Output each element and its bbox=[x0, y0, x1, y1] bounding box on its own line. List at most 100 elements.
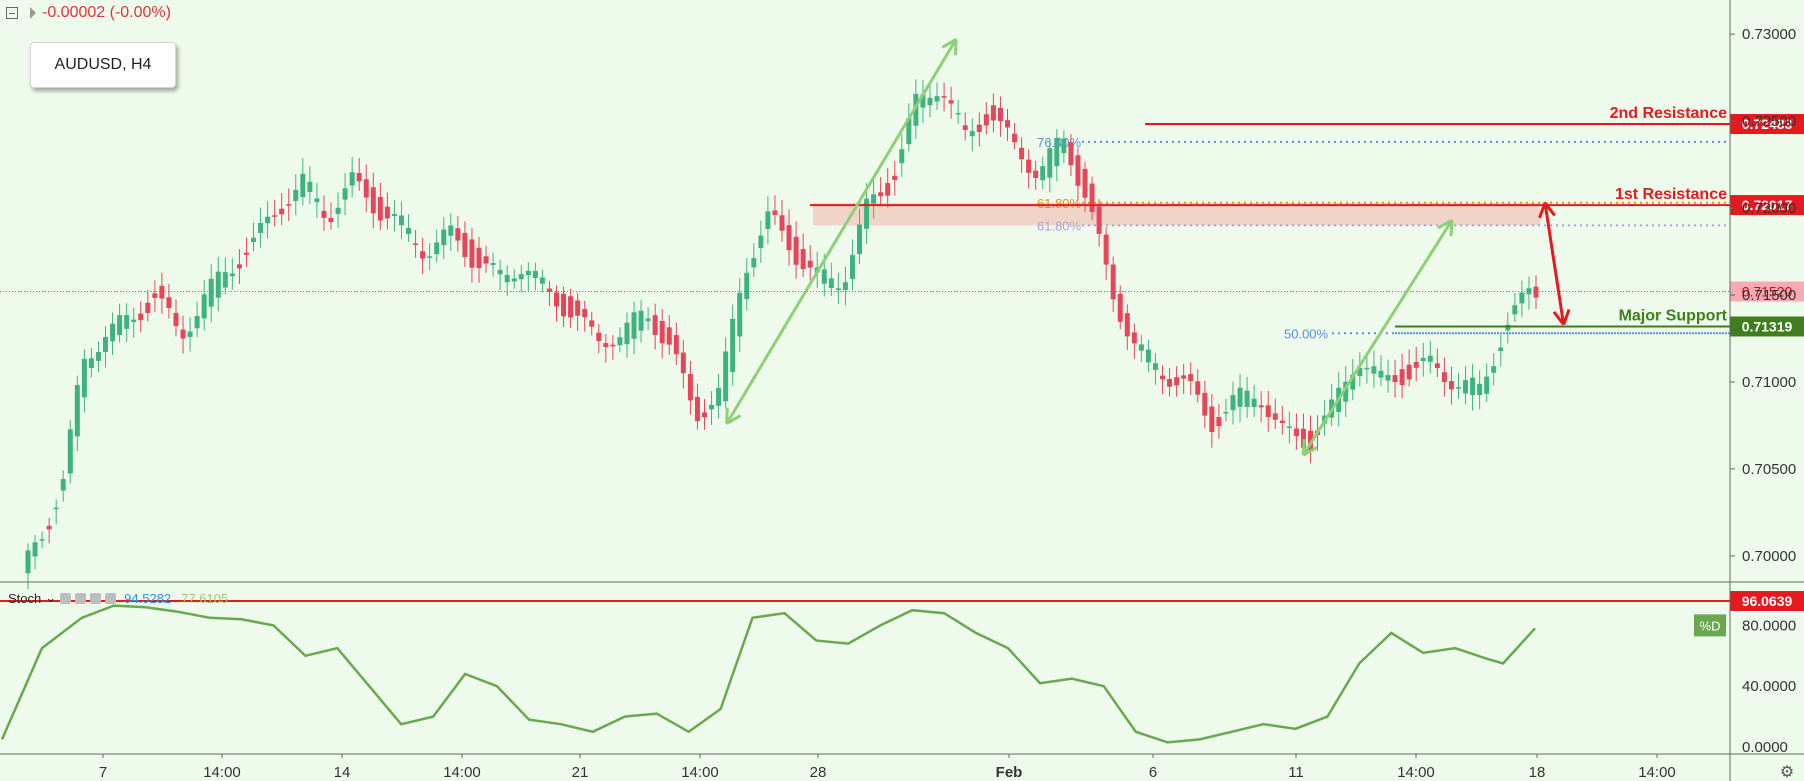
candle-body bbox=[532, 270, 538, 279]
candle-body bbox=[1160, 375, 1166, 380]
candle-body bbox=[25, 550, 31, 574]
time-tick-label: 14 bbox=[334, 764, 351, 781]
level-price-tag bbox=[1730, 195, 1804, 216]
candle-body bbox=[1174, 377, 1180, 386]
candle-body bbox=[1117, 293, 1123, 322]
candle-body bbox=[1371, 366, 1377, 374]
candle-body bbox=[201, 294, 207, 319]
candle-body bbox=[786, 225, 792, 251]
price-tick-label: 0.72500 bbox=[1742, 113, 1796, 130]
stoch-name[interactable]: Stoch bbox=[8, 590, 42, 606]
candle-body bbox=[934, 96, 940, 102]
candle-body bbox=[1434, 363, 1440, 369]
close-icon[interactable] bbox=[105, 592, 117, 604]
candle-body bbox=[511, 278, 517, 282]
candle-body bbox=[208, 278, 214, 307]
stoch-level-text: 96.0639 bbox=[1742, 593, 1793, 609]
candle-body bbox=[1512, 305, 1518, 315]
stoch-header: Stoch ⌄ 94.5282 77.6105 bbox=[8, 590, 228, 606]
candle-body bbox=[88, 358, 94, 369]
candle-body bbox=[892, 175, 898, 181]
candle-body bbox=[32, 542, 38, 557]
candle-body bbox=[1138, 344, 1144, 351]
candle-body bbox=[1272, 413, 1278, 420]
candle-body bbox=[236, 264, 242, 269]
candle-body bbox=[420, 251, 426, 259]
candle-body bbox=[145, 302, 151, 313]
candle-body bbox=[969, 131, 975, 137]
candle-body bbox=[60, 479, 66, 491]
candle-body bbox=[1427, 355, 1433, 362]
candle-body bbox=[173, 312, 179, 326]
candle-body bbox=[103, 337, 109, 352]
time-tick-label: 7 bbox=[99, 764, 107, 781]
candle-body bbox=[39, 539, 45, 541]
candle-body bbox=[1463, 380, 1469, 394]
candle-body bbox=[624, 322, 630, 345]
trend-arrow bbox=[1543, 202, 1566, 325]
symbol-label: AUDUSD, H4 bbox=[54, 56, 152, 73]
stoch-d-line bbox=[0, 604, 1536, 744]
candle-body bbox=[589, 320, 595, 327]
settings-icon[interactable] bbox=[75, 592, 87, 604]
candle-body bbox=[687, 373, 693, 401]
candle-body bbox=[222, 272, 228, 288]
stoch-k-value: 94.5282 bbox=[124, 590, 172, 606]
candle-body bbox=[1286, 426, 1292, 428]
candle-body bbox=[1392, 375, 1398, 383]
candle-body bbox=[920, 94, 926, 108]
candle-body bbox=[849, 255, 855, 279]
eye-icon[interactable] bbox=[60, 592, 72, 604]
symbol-legend[interactable]: AUDUSD, H4 bbox=[30, 42, 176, 88]
candle-body bbox=[427, 256, 433, 258]
candle-body bbox=[356, 173, 362, 182]
candle-body bbox=[983, 114, 989, 126]
candle-body bbox=[582, 309, 588, 318]
candle-body bbox=[652, 315, 658, 336]
price-tick-label: 0.71000 bbox=[1742, 374, 1796, 391]
trend-arrow bbox=[725, 38, 958, 425]
trend-arrow-head bbox=[953, 39, 958, 56]
candle-body bbox=[1223, 412, 1229, 414]
price-tick-label: 0.70500 bbox=[1742, 461, 1796, 478]
candle-body bbox=[95, 351, 101, 361]
candle-body bbox=[737, 292, 743, 337]
fib-label: 61.80% bbox=[1037, 196, 1082, 211]
chevron-down-icon[interactable]: ⌄ bbox=[45, 590, 57, 605]
candle-body bbox=[363, 179, 369, 198]
candle-body bbox=[194, 315, 200, 329]
candle-body bbox=[328, 218, 334, 223]
candle-body bbox=[561, 293, 567, 317]
candle-body bbox=[342, 188, 348, 200]
candle-body bbox=[1293, 428, 1299, 437]
level-label: 2nd Resistance bbox=[1610, 105, 1727, 122]
candle-body bbox=[279, 208, 285, 215]
price-tick-label: 0.72000 bbox=[1742, 200, 1796, 217]
candle-body bbox=[229, 273, 235, 277]
candle-body bbox=[638, 310, 644, 331]
flag-icon[interactable] bbox=[30, 7, 36, 19]
candle-body bbox=[744, 272, 750, 300]
candle-body bbox=[448, 225, 454, 236]
candle-body bbox=[709, 404, 715, 410]
candle-body bbox=[645, 318, 651, 322]
candle-body bbox=[1364, 367, 1370, 370]
candle-body bbox=[117, 315, 123, 336]
trend-arrow bbox=[1301, 219, 1454, 456]
stoch-tick-label: 80.0000 bbox=[1742, 617, 1796, 634]
candle-body bbox=[716, 387, 722, 406]
collapse-icon[interactable] bbox=[6, 7, 18, 19]
trend-arrow-tail bbox=[725, 414, 742, 426]
candle-body bbox=[779, 215, 785, 231]
candle-body bbox=[1202, 392, 1208, 416]
candle-body bbox=[990, 105, 996, 121]
candle-body bbox=[124, 314, 130, 329]
trend-arrow-head bbox=[941, 38, 957, 49]
candle-body bbox=[1047, 148, 1053, 178]
time-tick-label: 14:00 bbox=[443, 764, 481, 781]
candle-body bbox=[1399, 369, 1405, 386]
plus-icon[interactable] bbox=[90, 592, 102, 604]
candle-body bbox=[1145, 349, 1151, 363]
level-price-text: 0.71319 bbox=[1742, 318, 1793, 334]
